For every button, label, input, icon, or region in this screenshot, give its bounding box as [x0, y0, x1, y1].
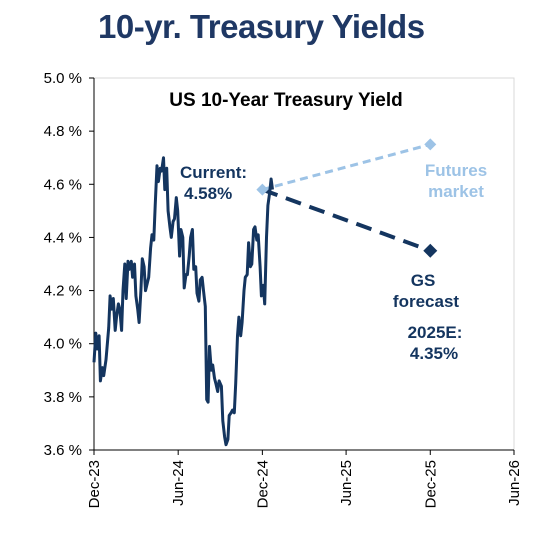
futures-label-line2: market — [428, 182, 484, 201]
current-label: Current: — [180, 163, 247, 182]
series-layer — [92, 138, 438, 447]
x-tick-label: Jun-26 — [506, 460, 523, 506]
y-tick-label: 4.8 % — [44, 123, 82, 140]
y-tick-label: 4.4 % — [44, 229, 82, 246]
estimate-label: 2025E: — [408, 323, 463, 342]
x-axis-ticks: Dec-23 Jun-24 Dec-24 Jun-25 Dec-25 Jun-26 — [86, 450, 523, 508]
gs-forecast-line — [261, 187, 431, 253]
futures-market-line — [261, 142, 431, 192]
futures-label-line1: Futures — [425, 161, 487, 180]
x-tick-label: Dec-24 — [254, 460, 271, 508]
x-tick-label: Jun-25 — [338, 460, 355, 506]
y-tick-label: 3.8 % — [44, 389, 82, 406]
gs-label-line1: GS — [411, 271, 436, 290]
y-tick-label: 4.0 % — [44, 336, 82, 353]
y-tick-label: 3.6 % — [44, 442, 82, 459]
gs-endpoint-marker — [423, 243, 438, 258]
gs-label-line2: forecast — [393, 292, 459, 311]
historical-yield-line — [92, 156, 274, 447]
x-tick-label: Dec-25 — [422, 460, 439, 508]
estimate-value: 4.35% — [410, 344, 458, 363]
y-tick-label: 4.6 % — [44, 176, 82, 193]
plot-frame — [93, 77, 515, 451]
current-marker — [256, 183, 269, 196]
futures-endpoint-marker — [424, 138, 437, 151]
x-tick-label: Dec-23 — [86, 460, 103, 508]
page-title: 10-yr. Treasury Yields — [98, 8, 425, 45]
chart-title: US 10-Year Treasury Yield — [169, 90, 402, 111]
y-tick-label: 4.2 % — [44, 283, 82, 300]
current-value: 4.58% — [184, 184, 232, 203]
y-tick-label: 5.0 % — [44, 70, 82, 87]
y-axis-ticks: 3.6 % 3.8 % 4.0 % 4.2 % 4.4 % 4.6 % 4.8 % 5.0 % — [44, 70, 94, 459]
x-tick-label: Jun-24 — [170, 460, 187, 506]
